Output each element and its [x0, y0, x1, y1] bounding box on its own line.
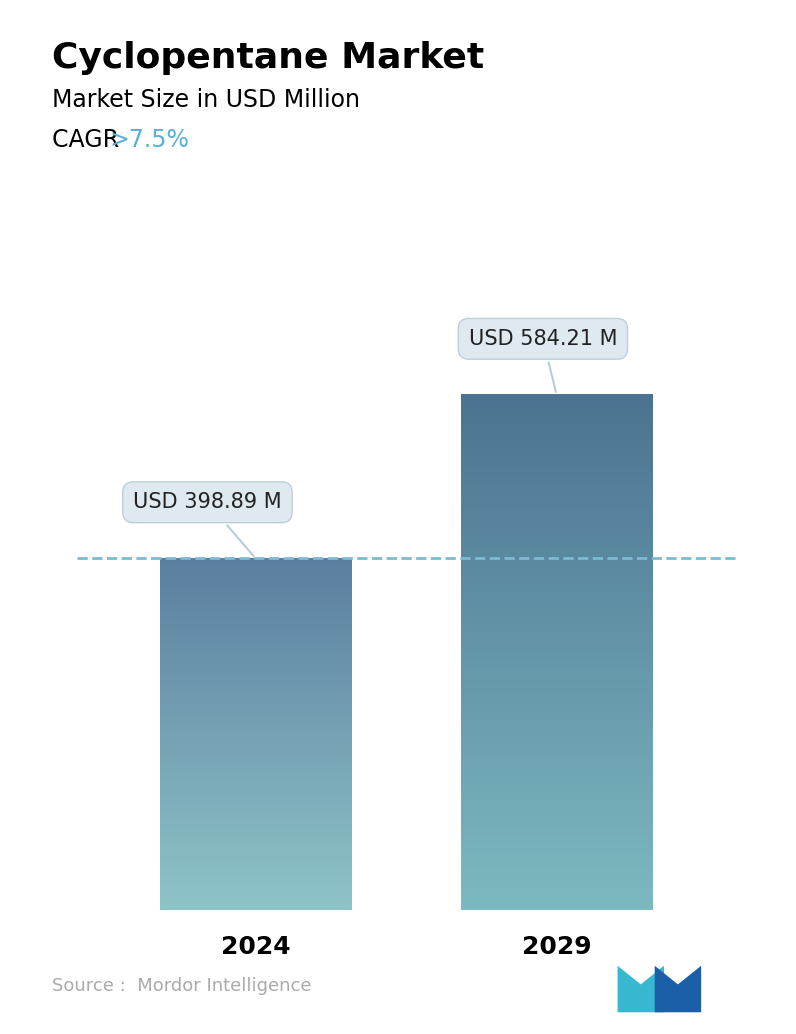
Text: USD 398.89 M: USD 398.89 M [133, 492, 282, 556]
Text: Source :  Mordor Intelligence: Source : Mordor Intelligence [52, 977, 311, 995]
Text: USD 584.21 M: USD 584.21 M [469, 329, 617, 392]
Polygon shape [618, 966, 664, 1012]
Text: Market Size in USD Million: Market Size in USD Million [52, 88, 360, 112]
Text: CAGR: CAGR [52, 128, 127, 152]
Text: Cyclopentane Market: Cyclopentane Market [52, 41, 484, 75]
Text: >7.5%: >7.5% [110, 128, 189, 152]
Polygon shape [654, 966, 701, 1012]
